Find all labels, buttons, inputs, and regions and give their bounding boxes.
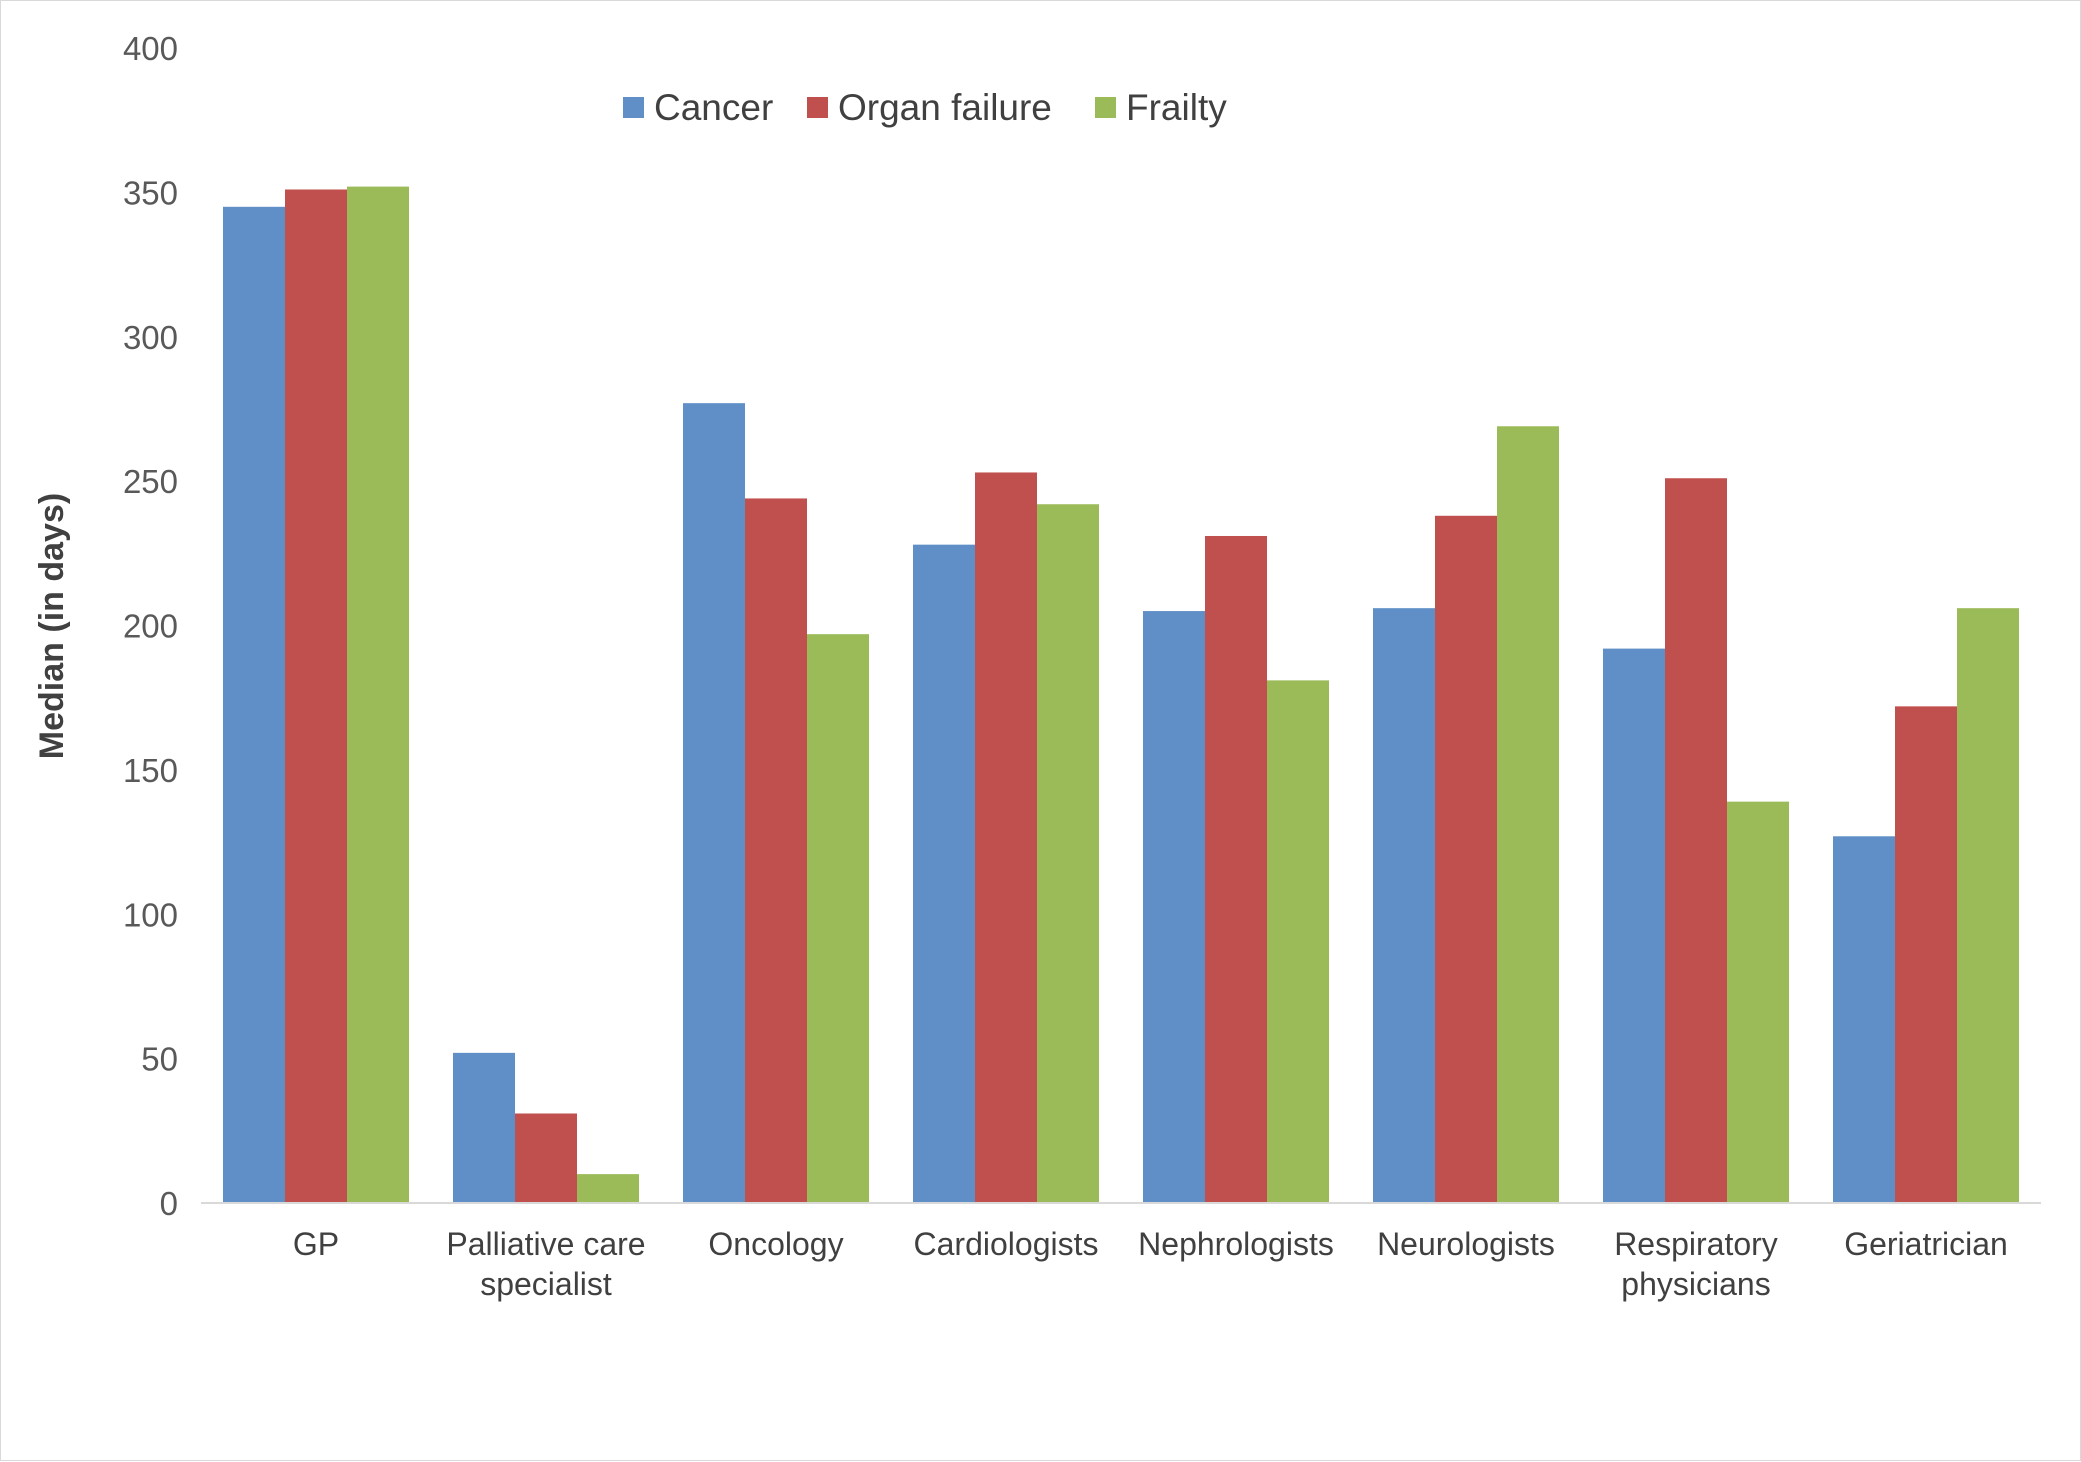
bar-organ-failure: [515, 1113, 577, 1203]
bar-organ-failure: [285, 189, 347, 1204]
legend-label: Frailty: [1126, 87, 1227, 128]
bar-cancer: [1373, 608, 1435, 1203]
bar-frailty: [1497, 426, 1559, 1203]
y-tick-label: 100: [123, 896, 178, 933]
bar-cancer: [683, 403, 745, 1204]
bar-cancer: [1603, 648, 1665, 1203]
y-tick-label: 400: [123, 30, 178, 67]
bar-organ-failure: [975, 472, 1037, 1203]
x-tick-label: Palliative care specialist: [446, 1226, 645, 1302]
bar-organ-failure: [745, 498, 807, 1203]
legend-swatch: [623, 97, 644, 118]
bar-frailty: [1957, 608, 2019, 1203]
y-tick-label: 300: [123, 319, 178, 356]
legend-label: Cancer: [654, 87, 773, 128]
bar-cancer: [223, 206, 285, 1203]
y-axis-title: Median (in days): [33, 493, 71, 759]
y-tick-label: 250: [123, 463, 178, 500]
bar-cancer: [1143, 611, 1205, 1203]
x-tick-label: Cardiologists: [914, 1226, 1099, 1262]
bar-organ-failure: [1895, 706, 1957, 1203]
y-tick-label: 0: [160, 1185, 178, 1222]
bar-organ-failure: [1665, 478, 1727, 1203]
legend-swatch: [1095, 97, 1116, 118]
bar-cancer: [1833, 836, 1895, 1203]
y-tick-label: 50: [141, 1041, 178, 1078]
y-tick-label: 350: [123, 174, 178, 211]
bar-cancer: [453, 1052, 515, 1203]
bar-frailty: [1727, 801, 1789, 1203]
bar-organ-failure: [1435, 515, 1497, 1203]
bar-frailty: [807, 634, 869, 1203]
bar-frailty: [347, 186, 409, 1204]
bar-frailty: [577, 1174, 639, 1203]
bar-organ-failure: [1205, 535, 1267, 1203]
x-tick-label: Neurologists: [1377, 1226, 1555, 1262]
y-tick-label: 150: [123, 752, 178, 789]
x-tick-label: Nephrologists: [1138, 1226, 1334, 1262]
x-tick-label: Geriatrician: [1844, 1226, 2008, 1262]
legend-label: Organ failure: [838, 87, 1052, 128]
bar-cancer: [913, 544, 975, 1203]
bar-frailty: [1037, 504, 1099, 1204]
x-tick-label: GP: [293, 1226, 339, 1262]
legend-swatch: [807, 97, 828, 118]
y-tick-label: 200: [123, 608, 178, 645]
x-tick-label: Oncology: [708, 1226, 843, 1262]
bar-frailty: [1267, 680, 1329, 1203]
x-tick-label: Respiratory physicians: [1614, 1226, 1778, 1302]
